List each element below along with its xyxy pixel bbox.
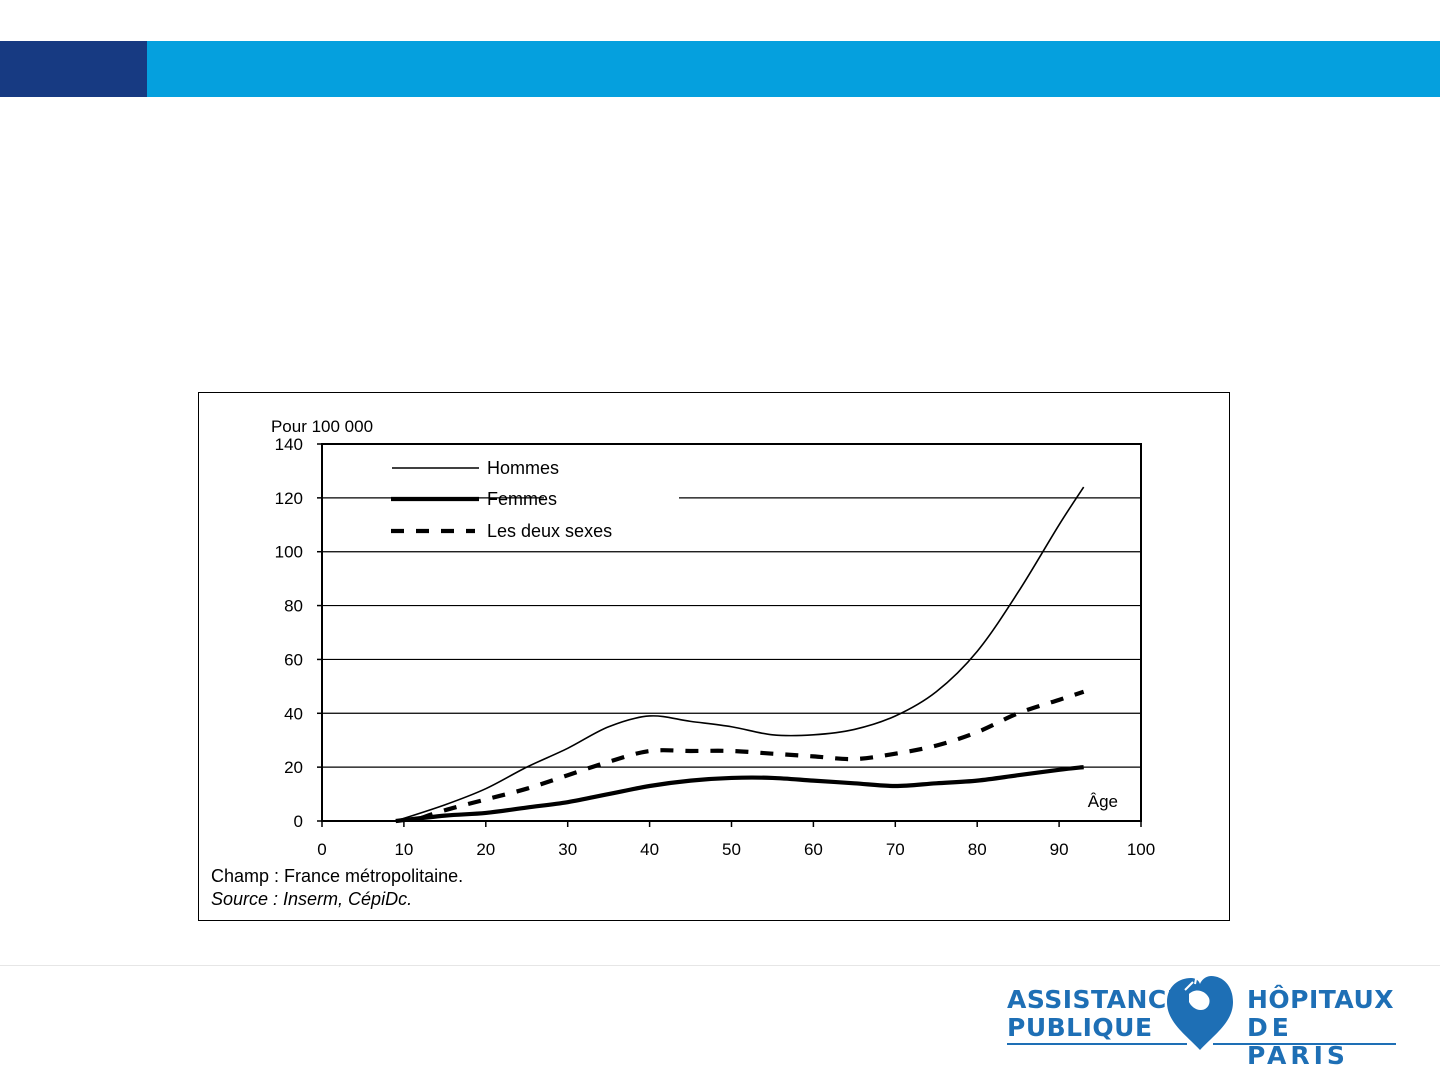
x-tick-label: 90 <box>1050 840 1069 859</box>
x-tick-label: 80 <box>968 840 987 859</box>
x-tick-label: 50 <box>722 840 741 859</box>
y-tick-label: 120 <box>275 489 303 508</box>
logo-text-de-paris: DE PARIS <box>1247 1013 1349 1070</box>
logo-text-publique: PUBLIQUE <box>1007 1013 1153 1042</box>
x-tick-label: 100 <box>1127 840 1155 859</box>
y-axis-label: Pour 100 000 <box>271 417 373 436</box>
x-tick-label: 70 <box>886 840 905 859</box>
y-tick-label: 80 <box>284 597 303 616</box>
header-band-light <box>147 41 1440 97</box>
heart-bird-icon <box>1167 973 1233 1050</box>
legend-label: Hommes <box>487 458 559 478</box>
series-line-thick <box>395 765 1084 824</box>
header-band <box>0 41 1440 97</box>
logo-underline-left <box>1007 1043 1187 1045</box>
legend-label: Les deux sexes <box>487 521 612 541</box>
logo-underline-right <box>1213 1043 1396 1045</box>
x-tick-label: 40 <box>640 840 659 859</box>
chart-source-note: Source : Inserm, CépiDc. <box>211 889 413 909</box>
x-tick-label: 30 <box>558 840 577 859</box>
chart-champ-note: Champ : France métropolitaine. <box>211 866 464 886</box>
x-tick-label: 20 <box>476 840 495 859</box>
aphp-logo: ASSISTANCE PUBLIQUE HÔPITAUX DE PARIS <box>1005 972 1400 1070</box>
y-tick-label: 60 <box>284 650 303 669</box>
x-tick-label: 10 <box>394 840 413 859</box>
y-tick-label: 20 <box>284 758 303 777</box>
legend-label: Femmes <box>487 489 557 509</box>
x-axis-label: Âge <box>1088 792 1118 811</box>
y-tick-label: 40 <box>284 704 303 723</box>
y-tick-label: 100 <box>275 543 303 562</box>
logo-text-hopitaux: HÔPITAUX <box>1247 985 1395 1014</box>
header-band-dark <box>0 41 147 97</box>
logo-text-right: HÔPITAUX DE PARIS <box>1247 986 1400 1070</box>
footer-divider <box>0 965 1440 966</box>
chart-frame: 0 20 40 60 80 100 120 140 0 10 20 30 40 50 60 70 80 90 100… <box>198 392 1230 921</box>
logo-text-left: ASSISTANCE PUBLIQUE <box>1007 986 1184 1042</box>
series-line-dashed <box>419 689 1085 821</box>
chart-notes: Champ : France métropolitaine. Source : … <box>211 865 463 911</box>
line-chart: 0 20 40 60 80 100 120 140 0 10 20 30 40 50 60 70 80 90 100… <box>271 417 1155 859</box>
y-tick-label: 140 <box>275 435 303 454</box>
x-tick-label: 60 <box>804 840 823 859</box>
series-line-thin <box>395 486 1085 822</box>
y-tick-label: 0 <box>294 812 303 831</box>
x-tick-label: 0 <box>317 840 326 859</box>
logo-text-assistance: ASSISTANCE <box>1007 985 1185 1014</box>
